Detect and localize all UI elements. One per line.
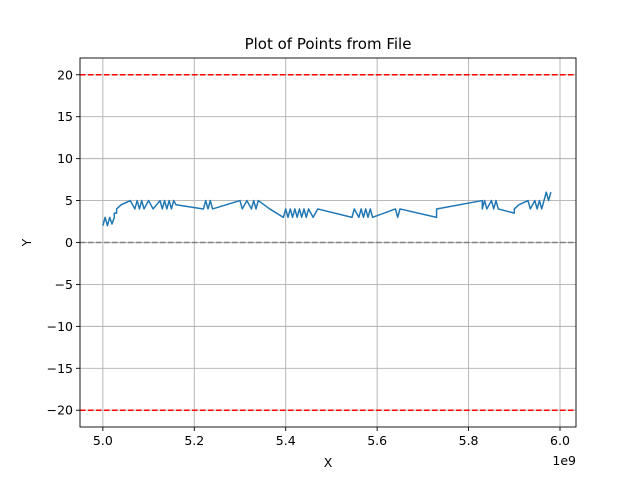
x-axis-offset-label: 1e9 — [552, 453, 576, 468]
y-axis-ticks: −20 −15 −10 −5 0 5 10 15 20 — [47, 67, 80, 418]
x-tick-label: 5.6 — [367, 433, 387, 448]
y-tick-label: −15 — [47, 361, 73, 376]
y-tick-label: 15 — [57, 109, 73, 124]
x-tick-label: 5.0 — [93, 433, 113, 448]
series-line — [102, 191, 552, 227]
y-tick-label: 20 — [57, 67, 73, 82]
x-tick-label: 5.4 — [276, 433, 296, 448]
y-tick-label: 0 — [65, 235, 73, 250]
y-tick-label: −20 — [47, 403, 73, 418]
x-tick-label: 5.8 — [459, 433, 479, 448]
reference-lines — [80, 74, 576, 411]
y-tick-label: −5 — [55, 277, 73, 292]
y-axis-label: Y — [19, 238, 34, 247]
x-axis-ticks: 5.0 5.2 5.4 5.6 5.8 6.0 — [93, 427, 570, 448]
series-layer — [102, 191, 552, 227]
y-tick-label: 10 — [57, 151, 73, 166]
y-tick-label: 5 — [65, 193, 73, 208]
y-tick-label: −10 — [47, 319, 73, 334]
x-tick-label: 5.2 — [184, 433, 204, 448]
x-tick-label: 6.0 — [550, 433, 570, 448]
x-axis-label: X — [324, 455, 333, 470]
chart-title: Plot of Points from File — [245, 35, 412, 53]
